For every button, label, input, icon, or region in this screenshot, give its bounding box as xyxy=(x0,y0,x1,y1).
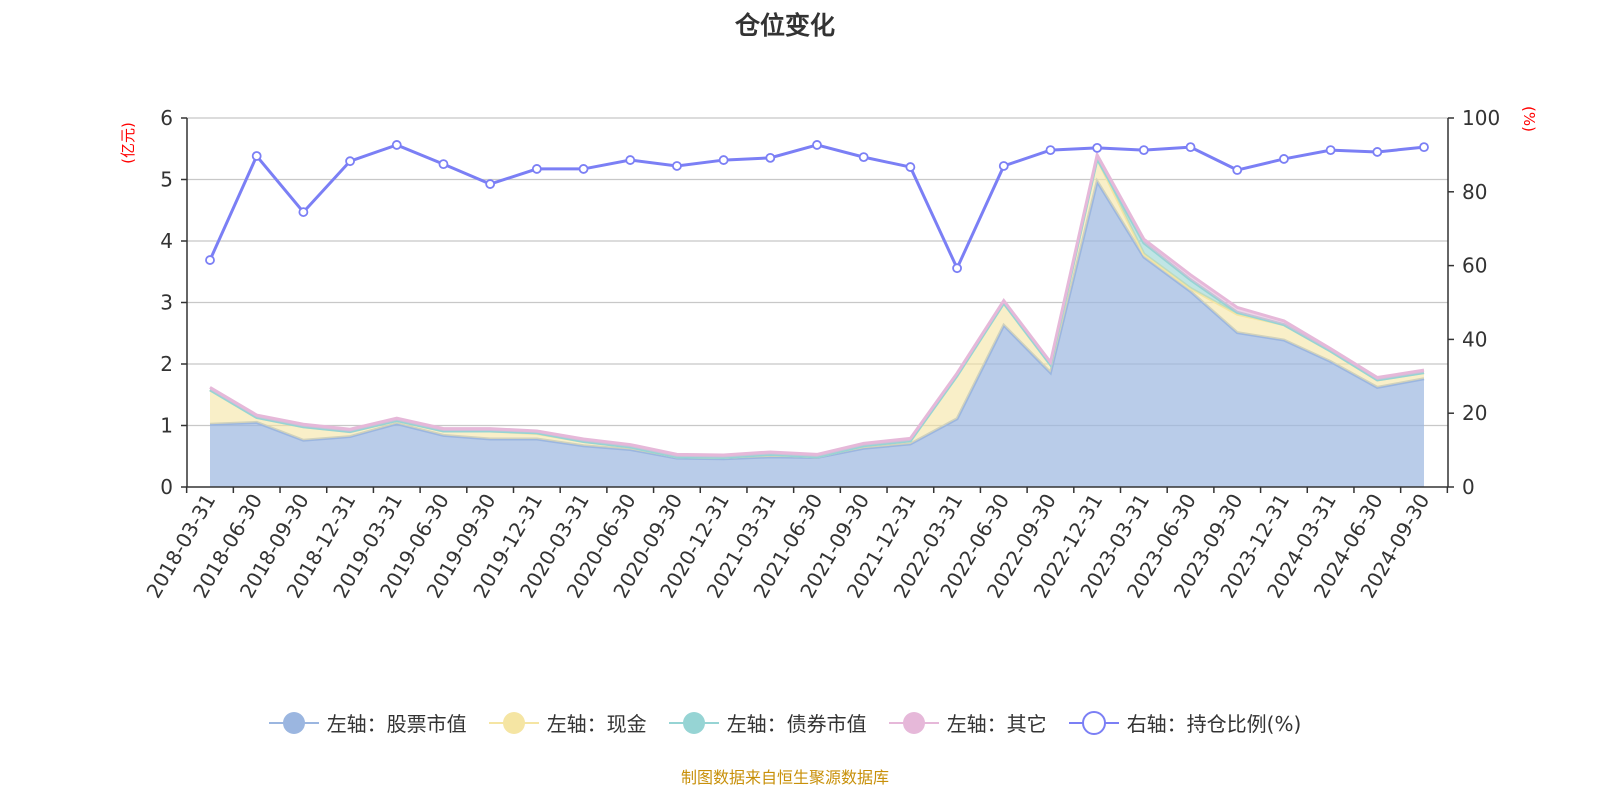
legend-marker-icon xyxy=(488,711,539,734)
ratio-point xyxy=(718,155,729,165)
legend-item[interactable]: 左轴：债券市值 xyxy=(668,708,867,737)
ratio-point xyxy=(858,152,869,163)
legend-item[interactable]: 左轴：股票市值 xyxy=(268,708,467,737)
ratio-point xyxy=(1232,165,1243,175)
legend-marker-icon xyxy=(888,711,939,734)
ratio-point xyxy=(1325,145,1336,156)
ratio-point xyxy=(1138,145,1149,156)
ratio-point xyxy=(438,159,449,170)
legend-item[interactable]: 左轴：其它 xyxy=(888,708,1047,737)
legend-label: 左轴：其它 xyxy=(946,712,1047,736)
y-right-tick-label: 0 xyxy=(1462,475,1475,499)
y-left-axis-label: (亿元) xyxy=(119,122,137,164)
ratio-line xyxy=(208,143,1425,272)
legend-label: 左轴：股票市值 xyxy=(326,712,467,736)
ratio-point xyxy=(391,140,402,150)
ratio-point xyxy=(1092,142,1103,153)
chart-title: 仓位变化 xyxy=(734,11,835,40)
ratio-point xyxy=(998,161,1009,171)
y-right-tick-label: 40 xyxy=(1462,327,1487,351)
legend-label: 左轴：债券市值 xyxy=(726,712,867,736)
ratio-point xyxy=(1045,145,1056,156)
ratio-point xyxy=(485,179,496,189)
legend-marker-icon xyxy=(668,711,719,734)
y-left-tick-label: 5 xyxy=(160,168,173,192)
legend-item[interactable]: 右轴：持仓比例(%) xyxy=(1068,708,1302,737)
ratio-point xyxy=(1279,154,1289,164)
y-right-axis-label: (%) xyxy=(1520,106,1538,132)
ratio-point xyxy=(1372,147,1383,157)
ratio-point xyxy=(672,161,682,171)
ratio-point xyxy=(251,151,262,161)
legend: 左轴：股票市值 左轴：现金 左轴：债券市值 左轴：其它 右轴：持仓比例(%) xyxy=(0,708,1570,737)
y-left-tick-label: 6 xyxy=(160,106,173,130)
ratio-point xyxy=(578,164,589,174)
ratio-point xyxy=(1185,142,1196,153)
legend-marker-icon xyxy=(268,711,319,734)
ratio-point xyxy=(531,164,542,174)
legend-marker-icon xyxy=(1068,710,1119,735)
area-line xyxy=(209,150,1425,457)
source-note: 制图数据来自恒生聚源数据库 xyxy=(680,768,889,787)
ratio-point xyxy=(205,255,215,265)
ratio-point xyxy=(1419,142,1429,153)
legend-label: 右轴：持仓比例(%) xyxy=(1126,712,1302,736)
ratio-point xyxy=(298,207,309,217)
ratio-point xyxy=(905,162,916,172)
ratio-point xyxy=(952,263,962,274)
ratio-point xyxy=(812,140,822,150)
y-left-tick-label: 2 xyxy=(160,352,173,376)
y-left-tick-label: 4 xyxy=(160,229,173,253)
y-right-tick-label: 60 xyxy=(1462,254,1487,278)
y-right-tick-label: 80 xyxy=(1462,180,1487,204)
y-left-tick-label: 0 xyxy=(160,475,173,499)
ratio-point xyxy=(625,155,636,165)
y-right-tick-label: 100 xyxy=(1462,106,1500,130)
area-左轴：股票市值 xyxy=(210,181,1424,487)
ratio-point xyxy=(345,156,355,167)
legend-item[interactable]: 左轴：现金 xyxy=(488,708,647,737)
legend-label: 左轴：现金 xyxy=(546,712,647,736)
ratio-point xyxy=(765,152,776,163)
y-left-tick-label: 1 xyxy=(160,414,173,438)
y-right-tick-label: 20 xyxy=(1462,401,1487,425)
y-left-tick-label: 3 xyxy=(160,291,173,315)
